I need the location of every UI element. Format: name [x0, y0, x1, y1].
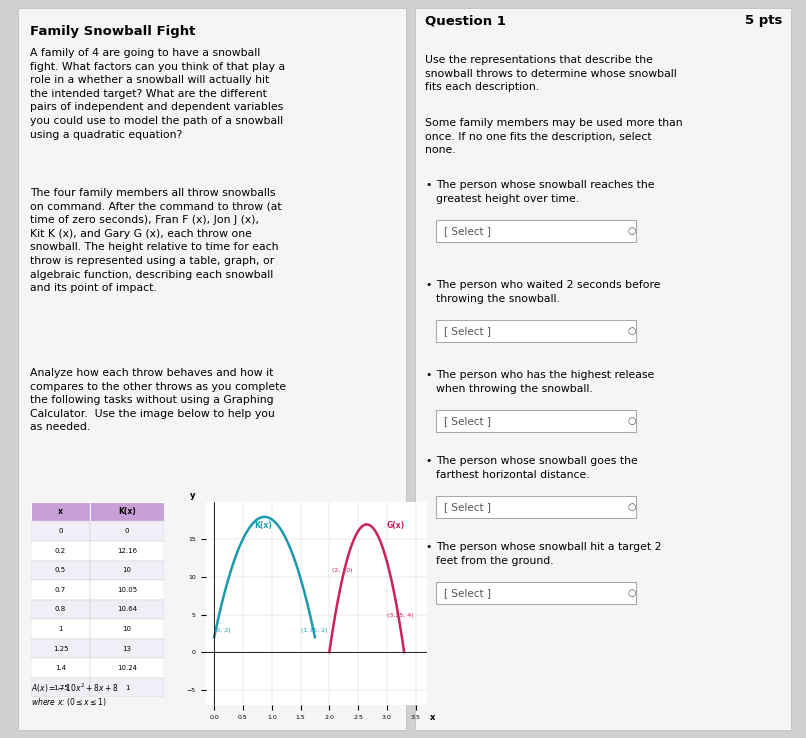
Bar — [31, 521, 90, 541]
Text: K(x): K(x) — [255, 521, 272, 530]
Text: K(x): K(x) — [118, 507, 136, 516]
Bar — [31, 677, 90, 697]
Text: [ Select ]: [ Select ] — [444, 326, 491, 336]
Bar — [90, 639, 164, 658]
Text: (2, 10): (2, 10) — [332, 568, 353, 573]
Text: 10.05: 10.05 — [117, 587, 137, 593]
Text: The person whose snowball reaches the
greatest height over time.: The person whose snowball reaches the gr… — [436, 180, 654, 204]
Bar — [31, 658, 90, 677]
Text: 0: 0 — [125, 528, 129, 534]
Text: [ Select ]: [ Select ] — [444, 588, 491, 598]
Bar — [436, 320, 636, 342]
Text: Analyze how each throw behaves and how it
compares to the other throws as you co: Analyze how each throw behaves and how i… — [30, 368, 286, 432]
Text: x: x — [58, 507, 63, 516]
Text: 0.8: 0.8 — [55, 607, 66, 613]
Bar — [90, 561, 164, 580]
Bar — [436, 410, 636, 432]
Text: •: • — [425, 180, 431, 190]
Bar — [436, 496, 636, 518]
Bar — [31, 502, 90, 521]
Bar — [436, 582, 636, 604]
Bar — [90, 619, 164, 639]
Text: 1: 1 — [58, 626, 63, 632]
Text: 10.64: 10.64 — [117, 607, 137, 613]
Text: Family Snowball Fight: Family Snowball Fight — [30, 25, 195, 38]
Text: 1.25: 1.25 — [53, 646, 69, 652]
Text: 1: 1 — [125, 685, 129, 691]
Text: •: • — [425, 542, 431, 552]
Text: Some family members may be used more than
once. If no one fits the description, : Some family members may be used more tha… — [425, 118, 683, 155]
Text: The person whose snowball hit a target 2
feet from the ground.: The person whose snowball hit a target 2… — [436, 542, 662, 565]
Text: 5 pts: 5 pts — [745, 14, 782, 27]
Text: •: • — [425, 456, 431, 466]
Text: A family of 4 are going to have a snowball
fight. What factors can you think of : A family of 4 are going to have a snowba… — [30, 48, 285, 139]
Text: (0, 2): (0, 2) — [214, 628, 231, 633]
Bar — [90, 658, 164, 677]
Text: 0.5: 0.5 — [55, 568, 66, 573]
Text: 10.24: 10.24 — [117, 665, 137, 671]
Bar — [415, 8, 791, 730]
Text: 0.2: 0.2 — [55, 548, 66, 554]
Bar — [436, 220, 636, 242]
Text: (3.25, 4): (3.25, 4) — [387, 613, 413, 618]
Text: The person whose snowball goes the
farthest horizontal distance.: The person whose snowball goes the farth… — [436, 456, 638, 480]
Text: 0.7: 0.7 — [55, 587, 66, 593]
Bar — [90, 541, 164, 561]
Text: $A(x) = -10x^2 + 8x + 8$
where $x$: $(0 \leq x \leq 1)$: $A(x) = -10x^2 + 8x + 8$ where $x$: $(0 … — [31, 681, 118, 708]
Text: 13: 13 — [123, 646, 131, 652]
Bar — [70, 490, 400, 718]
Bar — [90, 599, 164, 619]
Bar — [31, 561, 90, 580]
Text: The four family members all throw snowballs
on command. After the command to thr: The four family members all throw snowba… — [30, 188, 281, 293]
Bar — [90, 502, 164, 521]
Bar — [18, 8, 406, 730]
Bar — [90, 580, 164, 599]
Text: G(x): G(x) — [387, 521, 405, 530]
Text: ○: ○ — [628, 588, 636, 598]
Text: [ Select ]: [ Select ] — [444, 502, 491, 512]
Bar — [90, 677, 164, 697]
Text: ○: ○ — [628, 502, 636, 512]
Text: The person who has the highest release
when throwing the snowball.: The person who has the highest release w… — [436, 370, 654, 393]
Bar — [31, 541, 90, 561]
Bar — [31, 619, 90, 639]
Text: •: • — [425, 280, 431, 290]
Text: 10: 10 — [123, 568, 131, 573]
Text: x: x — [430, 713, 434, 722]
Bar — [31, 599, 90, 619]
Text: 10: 10 — [123, 626, 131, 632]
Text: ○: ○ — [628, 226, 636, 236]
Text: ○: ○ — [628, 416, 636, 426]
Text: [ Select ]: [ Select ] — [444, 416, 491, 426]
Text: 1.75: 1.75 — [52, 685, 69, 691]
Text: Use the representations that describe the
snowball throws to determine whose sno: Use the representations that describe th… — [425, 55, 677, 92]
Text: Question 1: Question 1 — [425, 14, 506, 27]
Text: 0: 0 — [58, 528, 63, 534]
Text: ○: ○ — [628, 326, 636, 336]
Bar — [31, 580, 90, 599]
Text: The person who waited 2 seconds before
throwing the snowball.: The person who waited 2 seconds before t… — [436, 280, 660, 303]
Text: •: • — [425, 370, 431, 380]
Text: (1.75, 2): (1.75, 2) — [301, 628, 327, 633]
Bar — [90, 521, 164, 541]
Text: y: y — [189, 491, 195, 500]
Text: 1.4: 1.4 — [55, 665, 66, 671]
Bar — [31, 639, 90, 658]
Text: [ Select ]: [ Select ] — [444, 226, 491, 236]
Text: 12.16: 12.16 — [117, 548, 137, 554]
